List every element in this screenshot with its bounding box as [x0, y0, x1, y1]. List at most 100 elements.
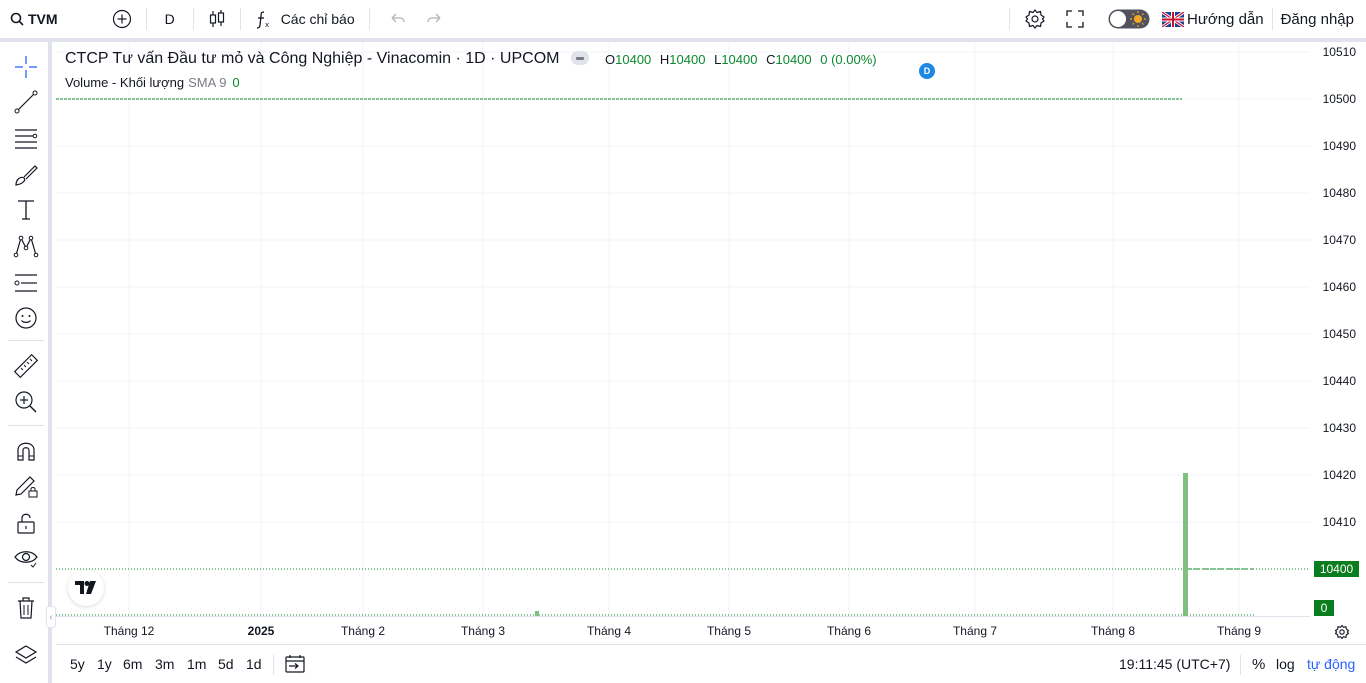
time-tick: Tháng 7 — [952, 624, 998, 638]
horizontal-lines-icon — [15, 129, 38, 149]
range-6m-button[interactable]: 6m — [123, 656, 143, 672]
range-1m-button[interactable]: 1m — [187, 656, 207, 672]
time-tick: Tháng 12 — [103, 624, 155, 638]
range-1d-button[interactable]: 1d — [246, 656, 262, 672]
time-tick: 2025 — [247, 624, 275, 638]
fib-tool[interactable] — [10, 122, 42, 154]
layers-icon — [14, 645, 38, 664]
time-axis[interactable]: Tháng 12 2025 Tháng 2 Tháng 3 Tháng 4 Tháng 5… — [56, 616, 1310, 644]
drawing-toolbar — [0, 42, 52, 683]
range-5d-button[interactable]: 5d — [218, 656, 234, 672]
range-3m-button[interactable]: 3m — [155, 656, 175, 672]
ohlc-legend: O10400 H10400 L10400 C10400 0 (0.00%) — [605, 52, 882, 67]
magnet-tool[interactable] — [10, 435, 42, 467]
tool-divider — [8, 340, 44, 341]
toolbar-divider — [239, 8, 241, 30]
range-1y-button[interactable]: 1y — [97, 656, 112, 672]
plus-circle-icon — [112, 9, 131, 29]
theme-toggle[interactable] — [1102, 4, 1156, 34]
tool-divider — [8, 425, 44, 426]
brush-icon — [15, 165, 38, 186]
dividend-marker[interactable]: D — [919, 63, 935, 79]
search-icon — [10, 12, 24, 26]
volume-label: Volume - Khối lượng — [65, 75, 185, 90]
percent-scale-button[interactable]: % — [1252, 656, 1266, 673]
time-tick: Tháng 4 — [586, 624, 632, 638]
toolbar-divider — [368, 8, 370, 30]
long-position-icon — [14, 274, 37, 292]
trash-icon — [18, 597, 34, 619]
prediction-tool[interactable] — [10, 267, 42, 299]
price-scale[interactable]: 10510 10500 10490 10480 10470 10460 10450 10440… — [1310, 42, 1366, 616]
gear-icon — [1334, 624, 1350, 640]
log-scale-button[interactable]: log — [1276, 656, 1295, 672]
close-key: C — [766, 52, 776, 67]
text-tool[interactable] — [10, 194, 42, 226]
interval-label: D — [164, 11, 175, 27]
price-tick: 10420 — [1322, 468, 1356, 482]
legend-collapse-button[interactable] — [571, 51, 589, 65]
sma-label: SMA 9 — [188, 75, 227, 90]
eye-icon — [14, 551, 38, 568]
login-button[interactable]: Đăng nhập — [1275, 4, 1360, 34]
price-tick: 10490 — [1322, 139, 1356, 153]
interval-button[interactable]: D — [155, 4, 185, 34]
settings-button[interactable] — [1018, 4, 1052, 34]
price-tick: 10470 — [1322, 233, 1356, 247]
price-tick: 10440 — [1322, 374, 1356, 388]
compare-symbol-button[interactable] — [106, 4, 138, 34]
icon-tool[interactable] — [10, 302, 42, 334]
toolbar-divider — [192, 8, 194, 30]
remove-drawings-tool[interactable] — [10, 592, 42, 624]
range-5y-button[interactable]: 5y — [70, 656, 85, 672]
smiley-icon — [15, 307, 37, 329]
crosshair-tool[interactable] — [10, 51, 42, 83]
lock-drawings-tool[interactable] — [10, 471, 42, 503]
volume-value: 0 — [232, 75, 240, 90]
chart-type-button[interactable] — [202, 4, 232, 34]
time-tick: Tháng 6 — [826, 624, 872, 638]
trend-line-tool[interactable] — [10, 86, 42, 118]
auto-scale-button[interactable]: tự động — [1307, 656, 1356, 672]
axis-settings-button[interactable] — [1330, 620, 1354, 644]
zoom-in-tool[interactable] — [10, 386, 42, 418]
redo-button[interactable] — [420, 4, 450, 34]
measure-tool[interactable] — [10, 350, 42, 382]
collapse-toolbar-button[interactable]: ‹ — [46, 606, 56, 628]
time-tick: Tháng 2 — [340, 624, 386, 638]
calendar-goto-icon — [285, 655, 305, 673]
toolbar-divider — [1009, 8, 1010, 30]
guide-label: Hướng dẫn — [1187, 10, 1264, 28]
change-value: 0 (0.00%) — [820, 52, 877, 67]
undo-button[interactable] — [382, 4, 412, 34]
price-tick: 10510 — [1322, 45, 1356, 59]
price-tick: 10460 — [1322, 280, 1356, 294]
open-value: 10400 — [615, 52, 652, 67]
tool-divider — [8, 582, 44, 583]
time-tick: Tháng 5 — [706, 624, 752, 638]
guide-button[interactable]: Hướng dẫn — [1156, 4, 1270, 34]
pattern-tool[interactable] — [10, 230, 42, 262]
open-key: O — [605, 52, 616, 67]
symbol-search-button[interactable]: TVM — [0, 4, 64, 34]
fullscreen-button[interactable] — [1060, 4, 1090, 34]
bottom-toolbar: 5y 1y 6m 3m 1m 5d 1d 19:11:45 (UTC+7) % … — [56, 644, 1366, 683]
zoom-in-icon — [15, 391, 37, 413]
lock-tool[interactable] — [10, 507, 42, 539]
theme-toggle-icon — [1108, 9, 1150, 29]
high-value: 10400 — [669, 52, 706, 67]
fullscreen-icon — [1066, 10, 1084, 28]
login-label: Đăng nhập — [1280, 10, 1354, 28]
brush-tool[interactable] — [10, 159, 42, 191]
uk-flag-icon — [1162, 11, 1184, 27]
ruler-icon — [13, 353, 39, 379]
hide-drawings-tool[interactable] — [10, 542, 42, 574]
indicators-button[interactable]: x Các chỉ báo — [249, 4, 361, 34]
last-price-label: 10400 — [1314, 561, 1359, 577]
tradingview-logo[interactable] — [68, 570, 104, 606]
object-tree-tool[interactable] — [10, 640, 42, 672]
trend-line-icon — [14, 90, 38, 114]
chart-pane[interactable]: CTCP Tư vấn Đầu tư mỏ và Công Nghiệp - V… — [56, 42, 1310, 616]
time-tick: Tháng 8 — [1090, 624, 1136, 638]
goto-date-button[interactable] — [284, 654, 306, 679]
